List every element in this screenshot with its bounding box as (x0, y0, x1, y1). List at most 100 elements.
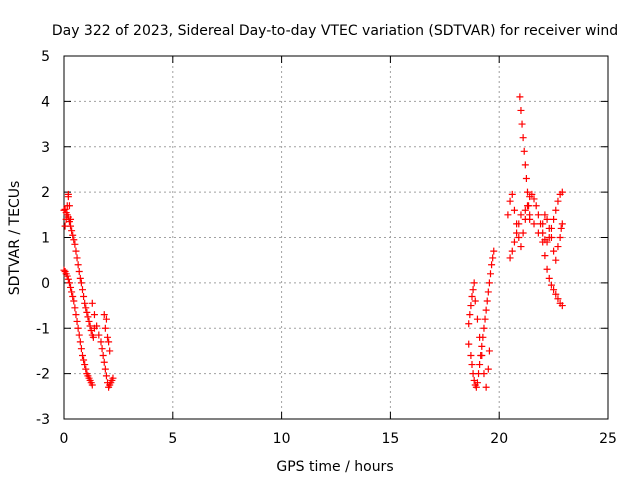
data-point (70, 297, 78, 305)
data-point (77, 279, 85, 287)
y-tick-label: 3 (41, 140, 50, 156)
data-point (552, 206, 560, 214)
data-point (81, 299, 89, 307)
data-point (80, 356, 88, 364)
x-tick-label: 20 (490, 431, 508, 447)
data-point (72, 247, 80, 255)
y-tick-label: -2 (36, 367, 50, 383)
data-point (67, 283, 75, 291)
data-point (77, 345, 85, 353)
data-point (83, 308, 91, 316)
data-point (482, 306, 490, 314)
data-point (69, 292, 77, 300)
data-point (558, 302, 566, 310)
y-tick-label: 0 (41, 276, 50, 292)
x-tick-label: 5 (168, 431, 177, 447)
data-point (489, 254, 497, 262)
data-point (550, 247, 558, 255)
data-point (547, 234, 555, 241)
data-point (64, 190, 72, 198)
data-point (515, 220, 523, 228)
data-point (85, 317, 93, 325)
data-point (93, 322, 101, 330)
data-point (73, 254, 81, 262)
data-point (550, 215, 558, 223)
data-point (61, 205, 69, 213)
data-point (554, 197, 562, 205)
x-tick-label: 0 (60, 431, 69, 447)
data-point (478, 351, 486, 359)
data-point (490, 247, 498, 255)
data-point (554, 295, 562, 303)
data-point (68, 227, 76, 235)
chart-grid (64, 56, 608, 419)
data-point (539, 220, 547, 228)
data-point (539, 238, 547, 246)
data-point (543, 215, 551, 223)
data-point (532, 202, 540, 210)
data-point (84, 313, 92, 321)
data-point (90, 311, 98, 319)
data-point (74, 324, 82, 332)
data-point (60, 266, 68, 274)
x-axis-label: GPS time / hours (276, 459, 393, 475)
data-point (468, 292, 476, 300)
data-point (482, 383, 490, 391)
data-point (519, 134, 527, 142)
data-point (554, 243, 562, 251)
data-point (86, 322, 94, 330)
data-point (556, 234, 564, 241)
data-point (76, 338, 84, 346)
data-point (78, 286, 86, 294)
data-point (478, 342, 486, 350)
y-tick-label: 2 (41, 185, 50, 201)
data-point (486, 270, 494, 278)
data-point (485, 279, 493, 287)
data-point (506, 197, 514, 205)
data-point (97, 338, 105, 346)
data-point (515, 234, 523, 241)
data-point (476, 361, 484, 369)
y-tick-label: -3 (36, 412, 50, 428)
data-point (82, 365, 90, 373)
data-point (71, 304, 79, 312)
data-point (523, 188, 531, 196)
data-point (552, 256, 560, 264)
data-point (466, 311, 474, 319)
data-point (468, 361, 476, 369)
data-point (64, 275, 72, 283)
data-point (519, 229, 527, 237)
data-point (543, 265, 551, 273)
data-point (100, 311, 108, 319)
data-point (82, 304, 90, 312)
data-point (545, 224, 553, 232)
data-point (552, 290, 560, 298)
data-point (550, 286, 558, 294)
data-point (521, 206, 529, 214)
data-point (488, 261, 496, 269)
data-point (517, 106, 525, 114)
data-point (63, 272, 71, 280)
data-point (75, 331, 83, 339)
data-point (528, 190, 536, 198)
y-tick-label: 4 (41, 94, 50, 110)
data-point (102, 372, 110, 380)
data-point (104, 333, 112, 341)
data-point (484, 365, 492, 373)
data-point (471, 297, 479, 305)
data-point (521, 161, 529, 169)
x-tick-label: 25 (599, 431, 617, 447)
data-point (476, 333, 484, 341)
data-point (67, 215, 75, 223)
data-point (522, 175, 530, 183)
data-point (517, 243, 525, 251)
data-point (525, 202, 533, 210)
data-point (530, 220, 538, 228)
data-point (465, 340, 473, 348)
data-point (98, 345, 106, 353)
data-point (76, 274, 84, 282)
data-point (100, 358, 108, 366)
data-point (483, 297, 491, 305)
data-point (73, 317, 81, 325)
data-point (541, 252, 549, 260)
